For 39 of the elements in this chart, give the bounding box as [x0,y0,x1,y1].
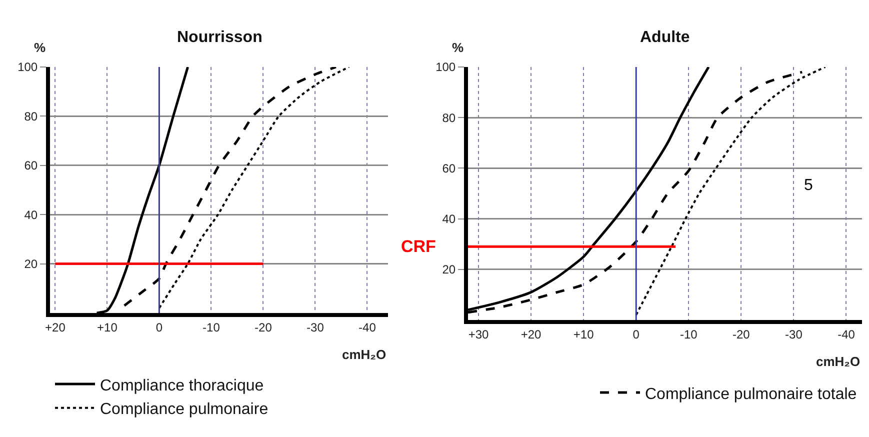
x-axis-title: cmH₂O [342,347,386,362]
x-tick-label: +20 [520,327,542,342]
x-tick-label: +10 [573,327,594,342]
y-tick-label: 80 [442,110,456,125]
x-tick-label: -20 [732,327,750,342]
y-tick-label: 40 [442,212,456,226]
legend-label: Compliance thoracique [100,377,264,394]
y-axis-title: % [452,40,464,55]
y-tick-label: 60 [24,158,38,173]
line-series [123,67,338,307]
legend-label: Compliance pulmonaire totale [645,386,857,403]
y-axis-title: % [34,40,46,55]
x-tick-label: -30 [306,320,324,334]
y-tick-label: 40 [24,208,38,222]
y-tick-label: 80 [24,109,38,124]
chart-title: Adulte [640,29,690,46]
line-series [158,67,350,310]
x-tick-label: +30 [468,327,490,342]
x-tick-label: +20 [45,320,66,334]
x-axis-title: cmH₂O [816,354,860,369]
y-tick-label: 100 [436,60,456,74]
x-tick-label: -10 [680,327,698,342]
annotation: 5 [804,177,813,194]
x-tick-label: -30 [785,327,803,342]
annotation: CRF [401,237,436,256]
y-tick-label: 100 [18,60,38,74]
legend-label: Compliance pulmonaire [100,401,268,418]
line-series [635,67,826,316]
chart-title: Nourrisson [177,29,262,46]
x-tick-label: +10 [97,320,118,334]
y-tick-label: 20 [442,262,456,277]
x-tick-label: -40 [358,320,376,334]
y-tick-label: 20 [24,257,38,271]
x-tick-label: 0 [156,320,163,334]
x-tick-label: -20 [254,320,272,334]
y-tick-label: 60 [442,161,456,176]
x-tick-label: -10 [202,320,220,334]
x-tick-label: 0 [632,327,640,342]
x-tick-label: -40 [838,327,856,342]
